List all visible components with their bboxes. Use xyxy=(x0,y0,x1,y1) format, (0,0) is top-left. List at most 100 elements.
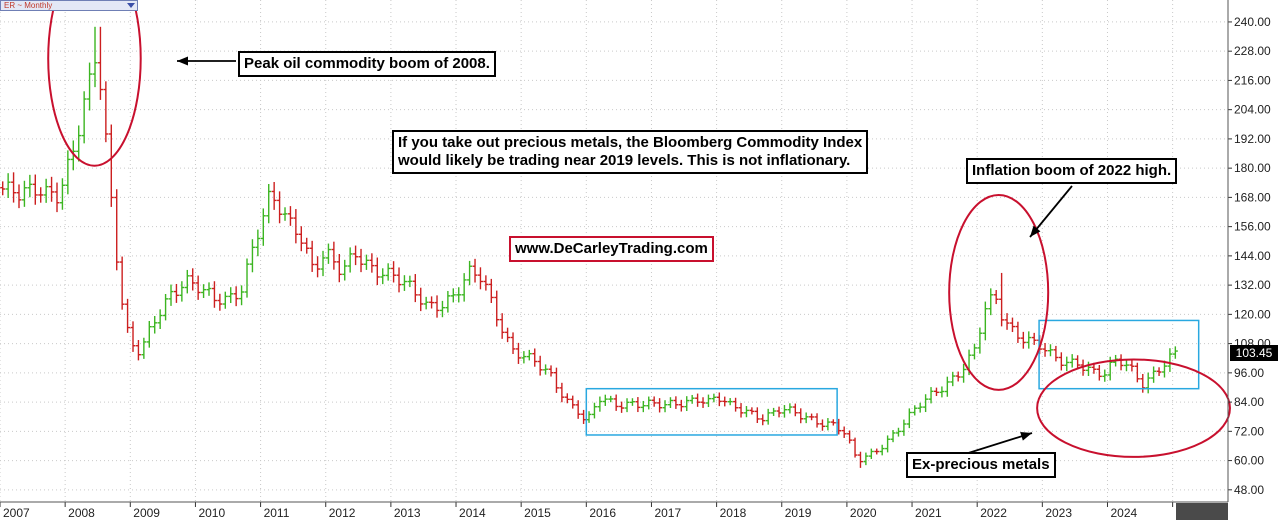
y-tick-label: 216.00 xyxy=(1234,73,1271,87)
price-bar xyxy=(65,150,71,195)
price-bar xyxy=(396,267,402,293)
price-bar xyxy=(347,247,353,273)
price-bar xyxy=(733,397,739,412)
price-bar xyxy=(667,397,673,408)
price-bar xyxy=(640,400,646,413)
price-bar xyxy=(92,26,98,88)
price-bar xyxy=(456,287,462,303)
price-bar xyxy=(689,394,695,404)
price-bar xyxy=(277,191,283,224)
price-bar xyxy=(591,402,597,419)
x-tick-label: 2011 xyxy=(264,506,290,520)
price-bar xyxy=(298,226,304,252)
price-bar xyxy=(890,430,896,443)
price-bar xyxy=(11,172,17,203)
x-tick-label: 2023 xyxy=(1045,506,1072,520)
y-tick-label: 132.00 xyxy=(1234,278,1271,292)
price-bar xyxy=(760,414,766,426)
price-bar xyxy=(418,287,424,312)
price-bar xyxy=(125,298,131,333)
highlight-ellipse xyxy=(948,193,1050,391)
y-tick-label: 228.00 xyxy=(1234,44,1271,58)
price-bar xyxy=(1031,332,1037,345)
arrow-shaft xyxy=(1029,185,1073,238)
price-bar xyxy=(380,268,386,285)
price-bar xyxy=(429,296,435,309)
x-tick-label: 2007 xyxy=(3,506,30,520)
price-bar xyxy=(206,282,212,296)
price-bar xyxy=(608,395,614,403)
price-bar xyxy=(163,293,169,321)
price-bar xyxy=(738,403,744,418)
price-bar xyxy=(488,278,494,303)
price-bar xyxy=(27,174,33,198)
price-bar xyxy=(38,187,44,203)
price-bar xyxy=(537,355,543,376)
price-bar xyxy=(407,275,413,288)
last-price-value: 103.45 xyxy=(1235,346,1273,360)
price-bar xyxy=(445,290,451,313)
price-bar xyxy=(711,393,717,403)
y-tick-label: 144.00 xyxy=(1234,249,1271,263)
price-bar xyxy=(1102,369,1108,382)
price-bar xyxy=(461,273,467,302)
symbol-dropdown[interactable]: ER ~ Monthly xyxy=(0,0,138,11)
price-bar xyxy=(678,399,684,412)
price-bar xyxy=(358,248,364,273)
price-bar xyxy=(787,403,793,414)
price-bar xyxy=(1145,372,1151,394)
current-period-marker xyxy=(1176,503,1228,520)
price-bar xyxy=(776,406,782,418)
price-bar xyxy=(1004,313,1010,330)
range-box xyxy=(1038,319,1200,390)
price-bar xyxy=(494,290,500,327)
x-tick-label: 2018 xyxy=(720,506,747,520)
price-bar xyxy=(657,398,663,413)
price-bar xyxy=(5,173,11,199)
price-bar xyxy=(765,408,771,425)
arrow-head xyxy=(177,56,188,66)
price-bar xyxy=(282,207,288,221)
price-bar xyxy=(331,241,337,270)
price-bar xyxy=(901,419,907,436)
price-bar xyxy=(287,206,293,226)
main-note-line1: If you take out precious metals, the Blo… xyxy=(398,134,863,151)
price-bar xyxy=(363,254,369,270)
ex-precious-arrow xyxy=(961,432,1033,456)
arrow-head xyxy=(1030,225,1041,237)
price-bar xyxy=(575,400,581,419)
price-bar xyxy=(781,405,787,418)
price-bars xyxy=(0,26,1178,468)
price-bar xyxy=(1015,321,1021,343)
price-bar xyxy=(586,411,592,423)
highlight-ellipse xyxy=(1036,358,1231,458)
price-bar xyxy=(184,269,190,294)
price-bar xyxy=(320,250,326,277)
price-bar xyxy=(233,286,239,307)
y-tick-label: 96.00 xyxy=(1234,366,1264,380)
price-bar xyxy=(152,316,158,334)
price-bar xyxy=(662,400,668,413)
price-bar xyxy=(792,403,798,417)
price-bar xyxy=(1080,359,1086,376)
price-bar xyxy=(239,285,245,306)
price-bar xyxy=(87,62,93,111)
symbol-label: ER ~ Monthly xyxy=(4,1,53,10)
price-bar xyxy=(499,313,505,339)
price-bar xyxy=(548,365,554,377)
y-tick-label: 120.00 xyxy=(1234,307,1271,321)
main-note-line2: would likely be trading near 2019 levels… xyxy=(398,152,851,169)
price-bar xyxy=(190,268,196,291)
x-tick-label: 2019 xyxy=(785,506,812,520)
price-bar xyxy=(874,448,880,455)
y-tick-label: 84.00 xyxy=(1234,395,1264,409)
price-bar xyxy=(369,253,375,273)
price-bar xyxy=(722,396,728,407)
price-bar xyxy=(624,398,630,413)
price-bar xyxy=(771,407,777,417)
price-bar xyxy=(1064,356,1070,372)
price-bar xyxy=(81,91,87,144)
price-bar xyxy=(119,256,125,310)
